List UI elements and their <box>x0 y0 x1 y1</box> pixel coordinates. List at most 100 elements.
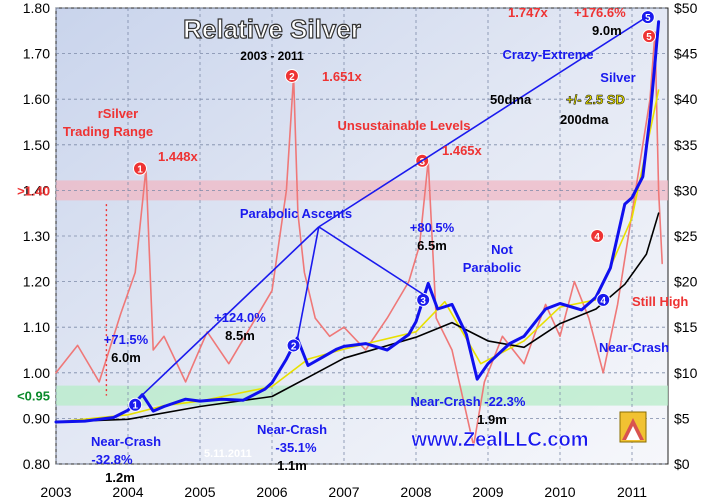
y-left-tick-label: 1.80 <box>23 0 50 16</box>
annotation-dur-crash1: 1.2m <box>105 470 135 485</box>
peak-marker-red <box>284 68 299 83</box>
annotation-dur-crash3: 1.9m <box>477 412 507 427</box>
annotation-nearcrash4: Near-Crash <box>599 340 669 355</box>
annotation-peak1: 1.448x <box>158 149 199 164</box>
x-tick-label: 2006 <box>256 484 287 500</box>
x-tick-label: 2009 <box>472 484 503 500</box>
annotation-dur1: 6.0m <box>111 350 141 365</box>
y-left-tick-label: 1.00 <box>23 365 50 381</box>
y-left-tick-label: 1.20 <box>23 274 50 290</box>
peak-marker-red <box>590 229 605 243</box>
peak-marker-red-label: 4 <box>594 232 600 243</box>
x-tick-label: 2007 <box>328 484 359 500</box>
x-tick-label: 2004 <box>112 484 143 500</box>
peak-marker-red <box>642 29 657 44</box>
peak-marker-red-label: 1 <box>137 165 143 176</box>
annotation-unsustainable: Unsustainable Levels <box>338 118 471 133</box>
peak-marker-blue-label: 1 <box>132 401 138 412</box>
y-left-tick-label: 0.90 <box>23 410 50 426</box>
annotation-gain5: +176.6% <box>574 5 626 20</box>
series-line-200dma <box>55 212 660 423</box>
x-tick-label: 2005 <box>184 484 215 500</box>
annotation-silver: Silver <box>600 70 635 85</box>
peak-marker-blue <box>128 397 143 412</box>
annotation-200dma: 200dma <box>560 112 609 127</box>
y-right-tick-label: $5 <box>674 410 690 426</box>
y-right-tick-label: $20 <box>674 274 698 290</box>
annotation-nearcrash3: Near-Crash -22.3% <box>411 394 526 409</box>
parabolic-arrow <box>318 226 424 296</box>
series-line-50dma <box>55 89 660 423</box>
peak-marker-red-label: 3 <box>419 157 425 168</box>
annotation-peak3: 1.465x <box>442 143 483 158</box>
annotation-drop1: -32.8% <box>91 452 133 467</box>
annotation-gain2: +124.0% <box>214 310 266 325</box>
chart-title: Relative Silver <box>183 14 361 44</box>
zeal-logo <box>619 411 647 443</box>
y-left-tick-label: 1.60 <box>23 91 50 107</box>
annotation-parabolic: Parabolic Ascents <box>240 206 352 221</box>
peak-marker-blue-label: 5 <box>645 13 651 24</box>
y-left-tick-label: 1.50 <box>23 137 50 153</box>
parabolic-arrow <box>296 226 320 341</box>
peak-marker-red <box>133 161 147 176</box>
annotation-50dma: 50dma <box>490 92 532 107</box>
peak-marker-red-label: 2 <box>289 72 295 83</box>
peak-marker-blue-label: 3 <box>420 296 426 307</box>
y-left-tick-label: 0.80 <box>23 456 50 472</box>
chart-subtitle: 2003 - 2011 <box>240 49 304 63</box>
x-tick-label: 2011 <box>617 484 647 500</box>
annotation-dur3: 6.5m <box>417 238 447 253</box>
y-right-tick-label: $35 <box>674 137 698 153</box>
peak-marker-blue <box>286 338 301 353</box>
annotations: rSilver Trading Range Unsustainable Leve… <box>63 5 689 485</box>
annotation-drop2: -35.1% <box>275 440 317 455</box>
y-right-tick-label: $10 <box>674 365 698 381</box>
peak-marker-blue-label: 4 <box>600 296 606 307</box>
y-right-tick-label: $25 <box>674 228 698 244</box>
y-right-tick-label: $15 <box>674 319 698 335</box>
annotation-website: www.ZealLLC.com <box>410 429 588 451</box>
annotation-dur2: 8.5m <box>225 328 255 343</box>
series-line-silver <box>54 20 661 424</box>
parabolic-arrow <box>318 16 647 228</box>
annotation-sd: +/- 2.5 SD <box>566 92 625 107</box>
x-tick-label: 2008 <box>400 484 431 500</box>
annotation-dur5: 9.0m <box>592 23 622 38</box>
peak-marker-blue-label: 2 <box>291 341 297 352</box>
annotation-rsilver-top: rSilver <box>98 106 138 121</box>
annotation-nearcrash1: Near-Crash <box>91 434 161 449</box>
annotation-peak2: 1.651x <box>322 69 363 84</box>
y-right-tick-label: $40 <box>674 91 698 107</box>
y-left-tick-label: 1.10 <box>23 319 50 335</box>
y-right-tick-label: $50 <box>674 0 698 16</box>
annotation-gain3: +80.5% <box>410 220 455 235</box>
y-right-tick-label: $45 <box>674 46 698 62</box>
annotation-not: Not <box>491 242 513 257</box>
annotation-parabolic-4: Parabolic <box>463 260 522 275</box>
x-tick-label: 2010 <box>544 484 575 500</box>
x-tick-label: 2003 <box>40 484 71 500</box>
annotation-peak5: 1.747x <box>508 5 549 20</box>
peak-marker-blue <box>596 292 611 307</box>
parabolic-arrow <box>138 226 320 399</box>
y-right-tick-label: $0 <box>674 456 690 472</box>
peak-marker-blue <box>640 10 655 25</box>
y-left-tick-label: 1.30 <box>23 228 50 244</box>
peak-marker-blue <box>416 292 431 307</box>
band-label-1: <0.95 <box>17 389 50 404</box>
y-right-tick-label: $30 <box>674 182 698 198</box>
annotation-trading-range: Trading Range <box>63 124 153 139</box>
annotation-date: 5.11.2011 <box>204 448 252 460</box>
series-line-rsilver <box>55 31 664 447</box>
peak-marker-red-label: 5 <box>646 32 652 43</box>
annotation-dur-crash2: 1.1m <box>277 458 307 473</box>
y-left-tick-label: 1.70 <box>23 46 50 62</box>
annotation-gain1: +71.5% <box>104 332 149 347</box>
annotation-nearcrash2: Near-Crash <box>257 422 327 437</box>
annotation-crazy: Crazy-Extreme <box>502 47 593 62</box>
y-left-tick-label: 1.40 <box>23 182 50 198</box>
annotation-still-high: Still High <box>632 294 688 309</box>
band-label-0: >1.40 <box>17 183 50 198</box>
